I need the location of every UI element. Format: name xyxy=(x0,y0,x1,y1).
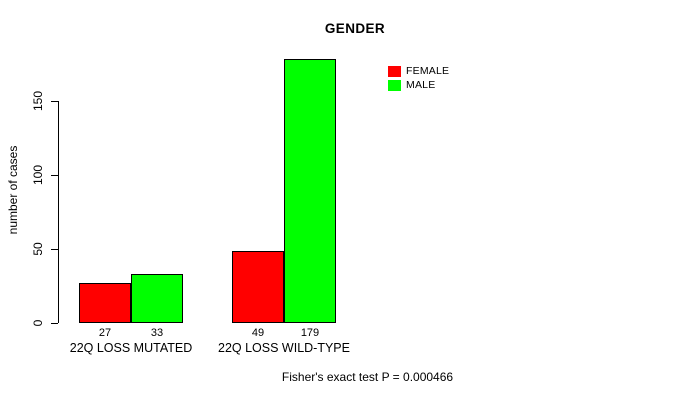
bar-value-label: 33 xyxy=(150,327,164,339)
legend-entry-male: MALE xyxy=(388,79,449,91)
y-tick-label: 0 xyxy=(31,319,45,326)
legend-label-male: MALE xyxy=(406,79,436,91)
y-tick-label: 50 xyxy=(31,242,45,256)
y-tick-mark xyxy=(51,101,58,103)
legend-entry-female: FEMALE xyxy=(388,65,449,77)
bar-value-label: 179 xyxy=(300,327,320,339)
bar-male xyxy=(131,274,183,323)
bar-male xyxy=(284,59,336,323)
y-tick-label: 150 xyxy=(31,91,45,112)
y-tick-mark xyxy=(51,322,58,324)
category-label: 22Q LOSS MUTATED xyxy=(69,341,193,355)
y-tick-mark xyxy=(51,248,58,250)
male-color-swatch xyxy=(388,79,401,91)
y-axis-title: number of cases xyxy=(6,145,20,235)
legend-label-female: FEMALE xyxy=(406,65,450,77)
bar-female xyxy=(79,283,131,323)
chart-title: GENDER xyxy=(324,21,386,36)
bar-value-label: 27 xyxy=(98,327,112,339)
bar-female xyxy=(232,251,284,323)
y-axis-line xyxy=(58,101,59,323)
statistical-test-annotation: Fisher's exact test P = 0.000466 xyxy=(281,370,454,384)
female-color-swatch xyxy=(388,65,401,77)
y-tick-label: 100 xyxy=(31,164,45,186)
bar-value-label: 49 xyxy=(251,327,265,339)
category-label: 22Q LOSS WILD-TYPE xyxy=(218,341,350,355)
y-tick-mark xyxy=(51,175,58,176)
legend: FEMALE MALE xyxy=(388,65,449,91)
